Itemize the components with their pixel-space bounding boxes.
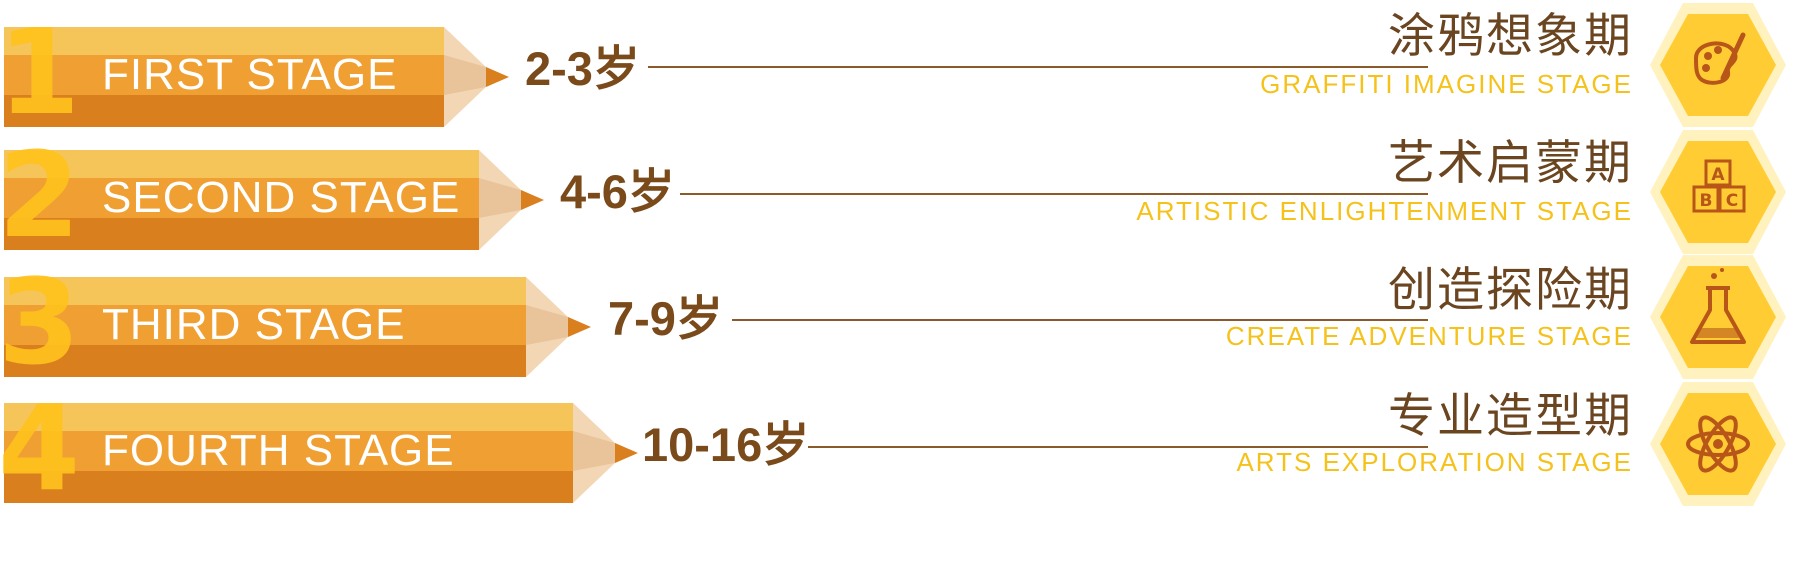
pencil-shape bbox=[4, 150, 544, 250]
pencil-shape bbox=[4, 277, 591, 377]
pencil-shape bbox=[4, 27, 509, 127]
stage-name-en: CREATE ADVENTURE STAGE bbox=[1225, 321, 1633, 351]
stage-number: 1 bbox=[0, 3, 81, 141]
stage-label: FIRST STAGE bbox=[102, 50, 398, 99]
stage-row-1: 1 FIRST STAGE 2-3岁 涂鸦想象期 GRAFFITI IMAGIN… bbox=[0, 3, 1793, 131]
abc-blocks-icon: A B C bbox=[1650, 130, 1786, 254]
palette-icon bbox=[1650, 3, 1786, 127]
stage-row-2: 2 SECOND STAGE 4-6岁 艺术启蒙期 ARTISTIC ENLIG… bbox=[0, 130, 1793, 254]
stage-row-3: 3 THIRD STAGE 7-9岁 创造探险期 CREATE ADVENTUR… bbox=[0, 255, 1793, 381]
divider-line bbox=[808, 446, 1428, 448]
pencil-shape bbox=[4, 403, 638, 503]
svg-text:B: B bbox=[1700, 191, 1713, 211]
stage-name-cn: 艺术启蒙期 bbox=[1388, 136, 1633, 191]
flask-icon bbox=[1650, 255, 1786, 379]
stage-name-en: ARTISTIC ENLIGHTENMENT STAGE bbox=[1136, 196, 1633, 226]
stage-name-cn: 涂鸦想象期 bbox=[1388, 9, 1633, 64]
stage-label: THIRD STAGE bbox=[102, 300, 406, 349]
age-range: 2-3岁 bbox=[525, 42, 640, 95]
svg-text:C: C bbox=[1726, 191, 1738, 211]
stage-name-en: GRAFFITI IMAGINE STAGE bbox=[1260, 69, 1633, 99]
svg-text:A: A bbox=[1711, 165, 1725, 185]
age-range: 10-16岁 bbox=[642, 418, 810, 471]
atom-icon bbox=[1650, 382, 1786, 506]
stage-label: FOURTH STAGE bbox=[102, 426, 455, 475]
stage-number: 2 bbox=[0, 126, 81, 264]
stage-name-cn: 创造探险期 bbox=[1388, 263, 1633, 318]
stage-number: 4 bbox=[0, 379, 81, 517]
age-range: 7-9岁 bbox=[608, 292, 723, 345]
divider-line bbox=[648, 66, 1428, 68]
stage-name-en: ARTS EXPLORATION STAGE bbox=[1236, 447, 1633, 477]
stage-label: SECOND STAGE bbox=[102, 173, 461, 222]
stage-name-cn: 专业造型期 bbox=[1388, 389, 1633, 444]
age-range: 4-6岁 bbox=[560, 165, 675, 218]
divider-line bbox=[732, 319, 1428, 321]
stage-number: 3 bbox=[0, 253, 81, 391]
divider-line bbox=[680, 193, 1428, 195]
stage-row-4: 4 FOURTH STAGE 10-16岁 专业造型期 ARTS EXPLORA… bbox=[0, 382, 1793, 507]
